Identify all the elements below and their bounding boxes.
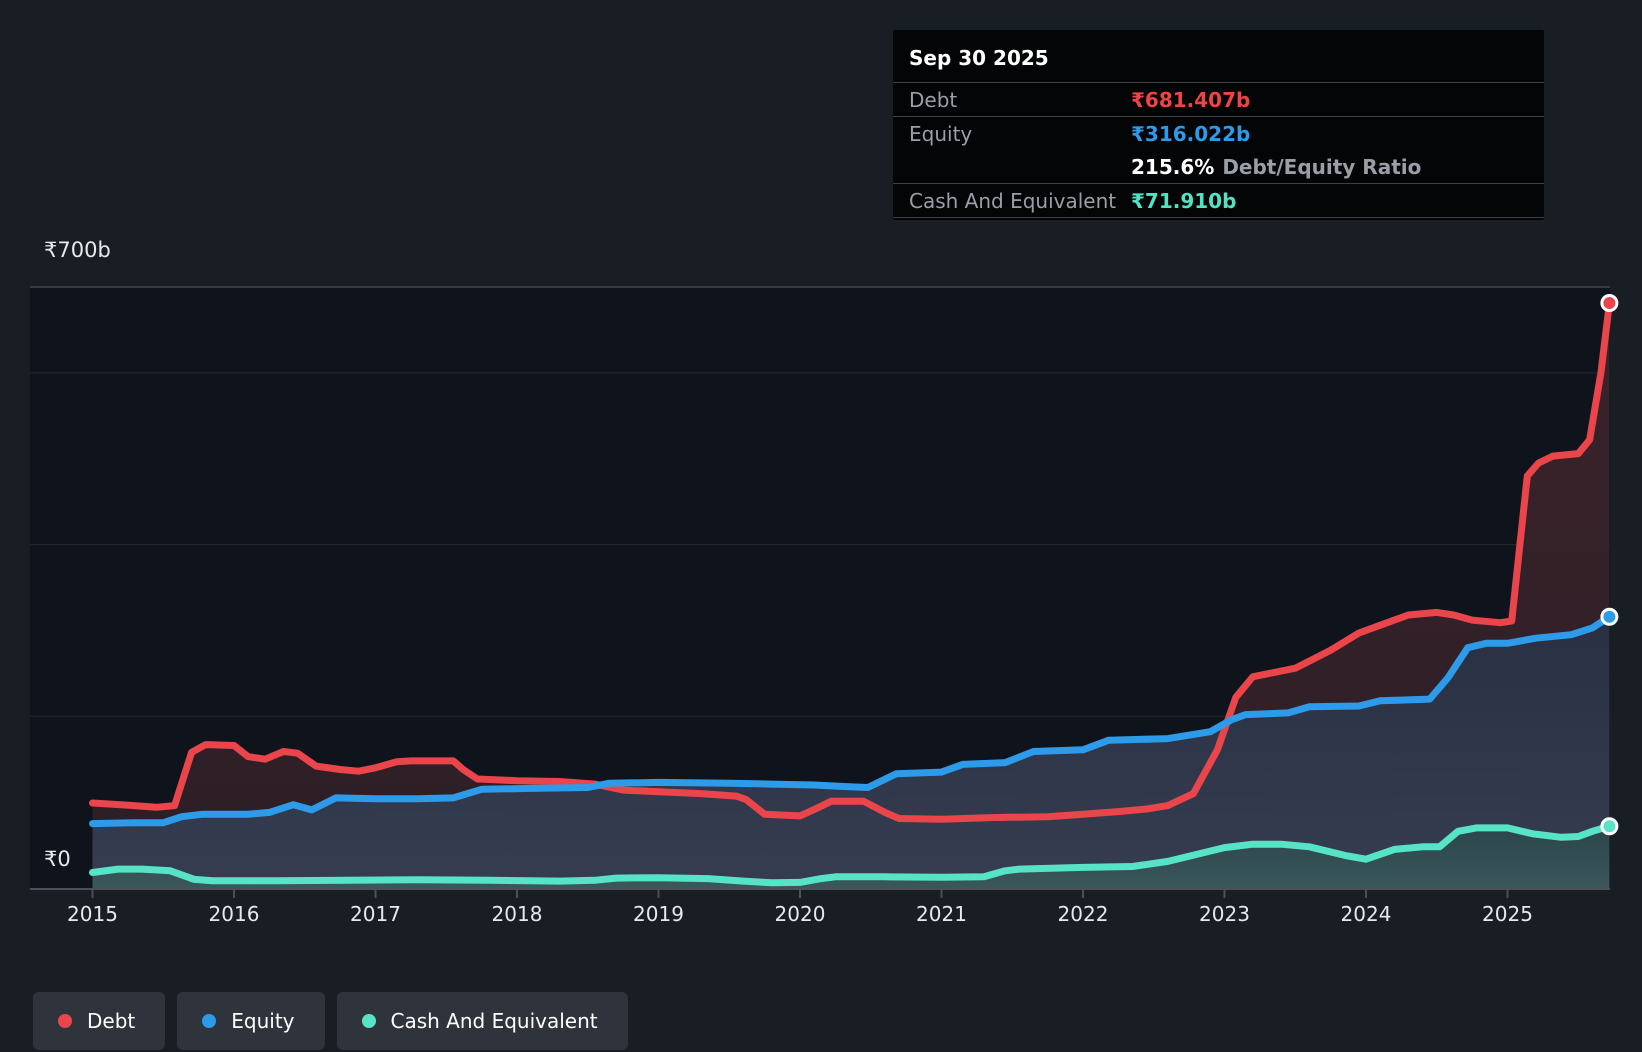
legend-cash-label: Cash And Equivalent — [390, 1009, 598, 1033]
cash-and-equivalent-line — [89, 822, 1613, 887]
legend-item-equity[interactable]: Equity — [177, 992, 325, 1050]
x-axis-label-2023: 2023 — [1199, 902, 1250, 926]
legend-item-cash[interactable]: Cash And Equivalent — [336, 992, 628, 1050]
gridlines — [30, 286, 1610, 717]
tooltip-row-debt: Debt ₹681.407b — [893, 83, 1544, 117]
series-areas — [92, 303, 1610, 888]
equity-area — [92, 616, 1610, 888]
y-axis-label-0: ₹0 — [44, 847, 71, 871]
tooltip-ratio-value: 215.6% — [1131, 154, 1215, 179]
debt-endpoint-dot — [1600, 294, 1619, 312]
chart-legend: Debt Equity Cash And Equivalent — [33, 992, 628, 1050]
tooltip-row-equity: Equity ₹316.022b — [893, 117, 1544, 150]
tooltip-date: Sep 30 2025 — [893, 38, 1544, 83]
x-axis-label-2022: 2022 — [1057, 902, 1109, 926]
x-axis-label-2024: 2024 — [1340, 902, 1392, 926]
legend-debt-label: Debt — [87, 1009, 136, 1033]
equity-line — [89, 613, 1613, 828]
x-axis-label-2019: 2019 — [633, 902, 684, 926]
legend-equity-label: Equity — [231, 1009, 295, 1033]
legend-item-debt[interactable]: Debt — [33, 992, 166, 1050]
tooltip-debt-value: ₹681.407b — [1131, 87, 1251, 112]
x-axis-label-2020: 2020 — [774, 902, 826, 926]
tooltip-cash-label: Cash And Equivalent — [909, 188, 1117, 213]
tooltip-equity-label: Equity — [909, 121, 973, 146]
x-axis — [30, 888, 1610, 898]
cash-legend-dot-icon — [361, 1014, 376, 1028]
y-axis-label-700b: ₹700b — [44, 238, 111, 262]
equity-legend-dot-icon — [202, 1014, 217, 1028]
x-axis-label-2021: 2021 — [916, 902, 967, 926]
tooltip-cash-value: ₹71.910b — [1131, 188, 1237, 213]
x-axis-label-2018: 2018 — [491, 902, 543, 926]
tooltip-row-cash: Cash And Equivalent ₹71.910b — [893, 184, 1544, 218]
cash-and-equivalent-area — [92, 826, 1610, 888]
cash-and-equivalent-endpoint-dot — [1600, 817, 1619, 836]
x-axis-label-2015: 2015 — [67, 902, 118, 926]
tooltip-row-ratio: 215.6% Debt/Equity Ratio — [893, 150, 1544, 184]
chart-tooltip: Sep 30 2025 Debt ₹681.407b Equity ₹316.0… — [893, 30, 1544, 220]
x-axis-label-2025: 2025 — [1482, 902, 1533, 926]
tooltip-debt-label: Debt — [909, 87, 958, 112]
equity-endpoint-dot — [1600, 607, 1619, 626]
series-endpoint-dots — [1600, 294, 1619, 836]
tooltip-equity-value: ₹316.022b — [1131, 121, 1251, 146]
tooltip-ratio-label: Debt/Equity Ratio — [1222, 154, 1422, 179]
debt-legend-dot-icon — [58, 1014, 72, 1028]
x-axis-label-2017: 2017 — [350, 902, 401, 926]
debt-line — [89, 299, 1613, 823]
series-lines — [89, 299, 1613, 887]
x-axis-label-2016: 2016 — [208, 902, 260, 926]
